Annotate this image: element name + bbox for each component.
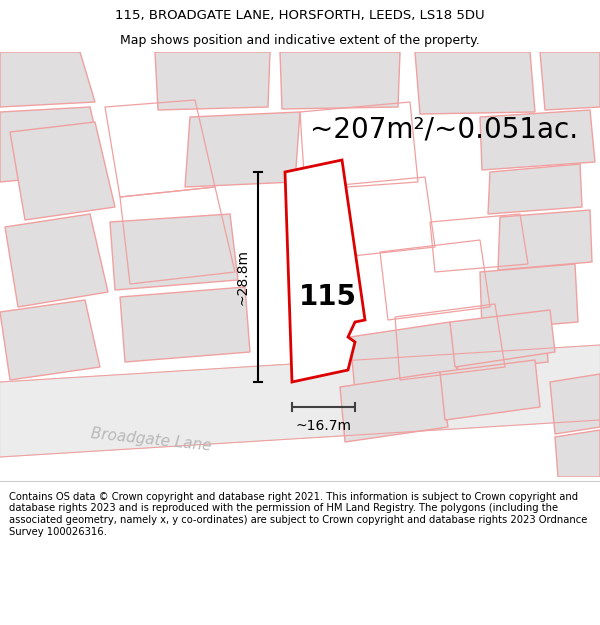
Polygon shape xyxy=(120,287,250,362)
Text: 115, BROADGATE LANE, HORSFORTH, LEEDS, LS18 5DU: 115, BROADGATE LANE, HORSFORTH, LEEDS, L… xyxy=(115,9,485,22)
Text: Broadgate Lane: Broadgate Lane xyxy=(90,426,212,454)
Polygon shape xyxy=(0,107,105,182)
Polygon shape xyxy=(455,317,548,372)
Polygon shape xyxy=(555,430,600,477)
Polygon shape xyxy=(0,345,600,457)
Text: Contains OS data © Crown copyright and database right 2021. This information is : Contains OS data © Crown copyright and d… xyxy=(9,492,587,537)
Polygon shape xyxy=(540,52,600,110)
Text: Map shows position and indicative extent of the property.: Map shows position and indicative extent… xyxy=(120,34,480,47)
Text: 115: 115 xyxy=(299,283,357,311)
Polygon shape xyxy=(480,110,595,170)
Polygon shape xyxy=(488,164,582,214)
Polygon shape xyxy=(185,112,300,187)
Polygon shape xyxy=(10,122,115,220)
Polygon shape xyxy=(5,214,108,307)
Text: ~28.8m: ~28.8m xyxy=(236,249,250,305)
Polygon shape xyxy=(280,52,400,109)
Polygon shape xyxy=(340,372,448,442)
Polygon shape xyxy=(0,52,95,107)
Polygon shape xyxy=(415,52,535,114)
Polygon shape xyxy=(450,310,555,367)
Polygon shape xyxy=(498,210,592,270)
Text: ~207m²/~0.051ac.: ~207m²/~0.051ac. xyxy=(310,116,578,144)
Polygon shape xyxy=(480,264,578,330)
Polygon shape xyxy=(110,214,238,290)
Polygon shape xyxy=(350,322,458,392)
Polygon shape xyxy=(440,360,540,420)
Text: ~16.7m: ~16.7m xyxy=(296,419,352,433)
Polygon shape xyxy=(0,300,100,380)
Polygon shape xyxy=(550,374,600,434)
Polygon shape xyxy=(155,52,270,110)
Polygon shape xyxy=(285,160,365,382)
